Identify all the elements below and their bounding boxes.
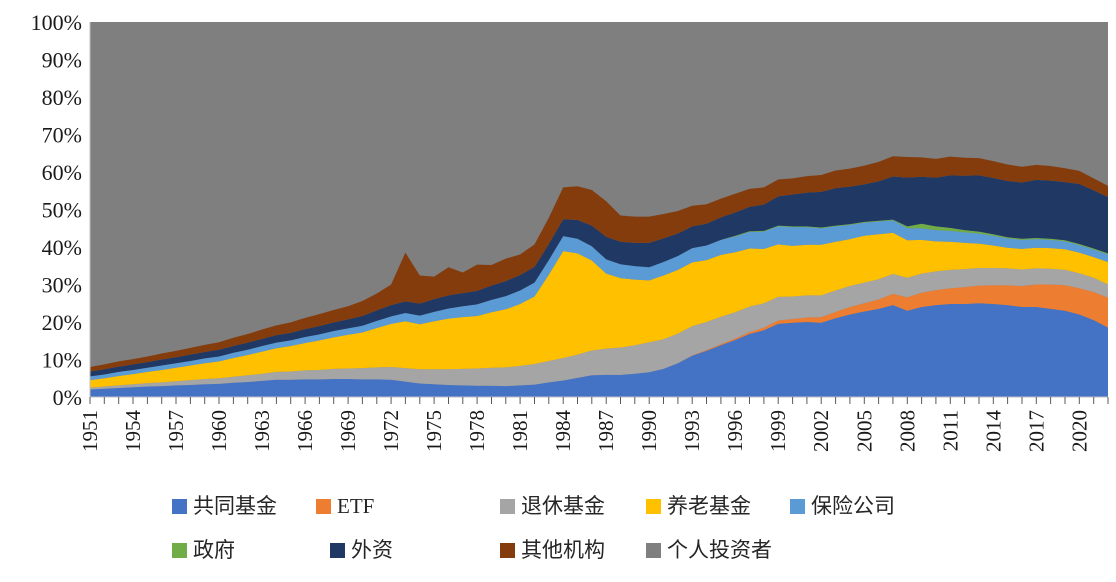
x-axis-tick-label: 2011 xyxy=(938,410,962,451)
legend-label: 外资 xyxy=(351,538,393,562)
y-axis-tick-label: 50% xyxy=(42,198,82,223)
legend-item-pension-funds: 养老基金 xyxy=(646,494,751,518)
x-axis-tick-label: 1981 xyxy=(508,410,532,452)
x-axis-tick-label: 2002 xyxy=(809,410,833,452)
chart-legend: 共同基金 ETF 退休基金 养老基金 保险公司政府 外资 其他机构 个人投资者 xyxy=(0,480,1116,582)
legend-item-other-institutions: 其他机构 xyxy=(500,538,605,562)
legend-item-etf: ETF xyxy=(316,494,374,518)
y-axis-tick-label: 0% xyxy=(53,385,82,410)
legend-swatch-government xyxy=(172,542,187,558)
x-axis-tick-label: 1993 xyxy=(680,410,704,452)
legend-item-insurance-companies: 保险公司 xyxy=(790,494,895,518)
legend-swatch-insurance-companies xyxy=(790,498,805,514)
x-axis-tick-label: 1951 xyxy=(78,410,102,452)
legend-label: 政府 xyxy=(193,538,235,562)
legend-item-mutual-funds: 共同基金 xyxy=(172,494,277,518)
legend-swatch-individual-investors xyxy=(646,542,661,558)
y-axis-tick-label: 30% xyxy=(42,273,82,298)
x-axis-tick-label: 1990 xyxy=(637,410,661,452)
legend-label: 养老基金 xyxy=(667,494,751,518)
x-axis-tick-label: 2014 xyxy=(981,410,1005,453)
x-axis-tick-label: 1960 xyxy=(207,410,231,452)
x-axis-tick-label: 1954 xyxy=(121,410,145,453)
y-axis-tick-label: 90% xyxy=(42,48,82,73)
x-axis-tick-label: 1963 xyxy=(250,410,274,452)
legend-swatch-etf xyxy=(316,498,331,514)
legend-swatch-pension-funds xyxy=(646,498,661,514)
y-axis-tick-label: 80% xyxy=(42,85,82,110)
x-axis-tick-label: 1984 xyxy=(551,410,575,453)
legend-swatch-other-institutions xyxy=(500,542,515,558)
legend-label: 保险公司 xyxy=(811,494,895,518)
x-axis-tick-label: 1975 xyxy=(422,410,446,452)
legend-item-individual-investors: 个人投资者 xyxy=(646,538,772,562)
legend-label: 共同基金 xyxy=(193,494,277,518)
legend-item-retirement-funds: 退休基金 xyxy=(500,494,605,518)
series-area-retirement-funds xyxy=(90,268,1108,390)
y-axis-tick-label: 60% xyxy=(42,160,82,185)
x-axis-tick-label: 1966 xyxy=(293,410,317,452)
series-area-other-institutions xyxy=(90,156,1108,372)
series-area-mutual-funds xyxy=(90,303,1108,397)
legend-swatch-mutual-funds xyxy=(172,498,187,514)
legend-label: ETF xyxy=(337,494,375,518)
legend-item-foreign-investors: 外资 xyxy=(330,538,393,562)
legend-label: 退休基金 xyxy=(521,494,605,518)
y-axis-tick-label: 40% xyxy=(42,235,82,260)
y-axis-tick-label: 100% xyxy=(31,10,82,35)
x-axis-tick-label: 2005 xyxy=(852,410,876,452)
x-axis-tick-label: 1996 xyxy=(723,410,747,452)
series-area-pension-funds xyxy=(90,232,1108,388)
x-axis-tick-label: 2020 xyxy=(1067,410,1091,452)
legend-label: 其他机构 xyxy=(521,538,605,562)
legend-swatch-retirement-funds xyxy=(500,498,515,514)
legend-swatch-foreign-investors xyxy=(330,542,345,558)
x-axis-tick-label: 1987 xyxy=(594,410,618,452)
x-axis-tick-label: 1957 xyxy=(164,410,188,452)
y-axis-tick-label: 10% xyxy=(42,348,82,373)
stacked-area-chart: 0% 10% 20% 30% 40% 50% 60% 70% 80% 90% 100% 1951 195… xyxy=(31,10,1109,453)
x-axis-tick-label: 1978 xyxy=(465,410,489,452)
series-area-foreign-investors xyxy=(90,175,1108,377)
x-axis-tick-label: 2017 xyxy=(1024,410,1048,452)
y-axis-tick-label: 20% xyxy=(42,310,82,335)
x-axis-tick-label: 1972 xyxy=(379,410,403,452)
series-area-insurance-companies xyxy=(90,220,1108,381)
x-axis-tick-label: 2008 xyxy=(895,410,919,452)
legend-label: 个人投资者 xyxy=(667,538,772,562)
y-axis-tick-label: 70% xyxy=(42,123,82,148)
series-area-etf xyxy=(90,284,1108,390)
x-axis-tick-label: 1999 xyxy=(766,410,790,452)
x-axis-tick-label: 1969 xyxy=(336,410,360,452)
legend-item-government: 政府 xyxy=(172,538,235,562)
